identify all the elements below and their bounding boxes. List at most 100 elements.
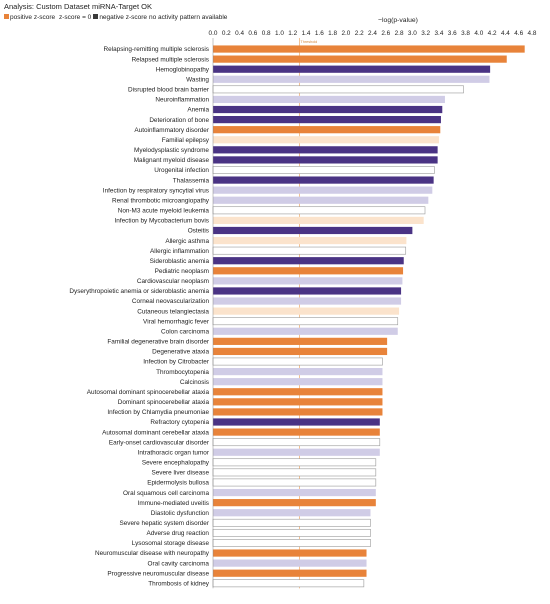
- bar: [213, 126, 441, 134]
- category-label: Cutaneous telangiectasia: [137, 308, 209, 315]
- category-label: Infection by respiratory syncytial virus: [103, 187, 209, 194]
- x-tick-label: 4.6: [514, 30, 523, 37]
- x-tick-label: 4.8: [528, 30, 537, 37]
- x-tick-label: 2.2: [355, 30, 364, 37]
- bars: [212, 38, 525, 589]
- legend-zero-label: z-score = 0: [58, 14, 92, 21]
- category-label: Non-M3 acute myeloid leukemia: [118, 208, 210, 215]
- bar: [213, 45, 525, 53]
- bar: [212, 246, 407, 255]
- bar: [213, 327, 398, 335]
- x-tick-label: 1.2: [288, 30, 297, 37]
- bar: [213, 105, 443, 114]
- category-label: Calcinosis: [180, 379, 209, 386]
- category-label: Osteitis: [188, 228, 209, 235]
- bar: [213, 136, 439, 144]
- category-label: Oral squamous cell carcinoma: [123, 490, 209, 497]
- x-tick-label: 3.8: [461, 30, 470, 37]
- bar: [212, 357, 383, 366]
- x-tick-label: 0.6: [248, 30, 257, 37]
- bar: [212, 528, 371, 537]
- category-label: Thrombocytopenia: [156, 369, 209, 376]
- bar: [213, 226, 413, 235]
- category-label: Hemoglobinopathy: [156, 66, 210, 73]
- category-label: Relapsing-remitting multiple sclerosis: [104, 46, 209, 53]
- chart-header: Analysis: Custom Dataset miRNA-Target OK…: [4, 2, 544, 22]
- x-tick-label: 1.4: [302, 30, 311, 37]
- category-label: Anemia: [187, 107, 209, 114]
- category-label: Neuroinflammation: [155, 97, 209, 104]
- category-label: Diastolic dysfunction: [151, 510, 210, 517]
- category-label: Severe hepatic system disorder: [119, 520, 209, 527]
- bar: [213, 146, 438, 154]
- bar: [213, 277, 403, 285]
- category-label: Lysosomal storage disease: [132, 540, 210, 547]
- bar: [213, 428, 380, 436]
- bar: [213, 569, 367, 577]
- x-tick-label: 3.6: [448, 30, 457, 37]
- category-label: Progressive neuromuscular disease: [107, 570, 209, 577]
- bar: [213, 408, 383, 416]
- category-label: Dominant spinocerebellar ataxia: [118, 399, 210, 406]
- x-tick-label: 4.4: [501, 30, 510, 37]
- x-tick-label: 2.4: [368, 30, 377, 37]
- x-tick-label: 1.6: [315, 30, 324, 37]
- category-label: Malignant myeloid disease: [134, 157, 210, 164]
- category-label: Cardiovascular neoplasm: [137, 278, 209, 285]
- category-label: Autoinflammatory disorder: [134, 127, 209, 134]
- x-tick-label: 4.0: [474, 30, 483, 37]
- zscore-legend: positive z-score z-score = 0 negative z-s…: [4, 13, 544, 22]
- bar: [213, 95, 445, 104]
- category-label: Adverse drug reaction: [146, 530, 209, 537]
- category-label: Allergic inflammation: [150, 248, 209, 255]
- bar: [213, 378, 383, 386]
- category-label: Intrathoracic organ tumor: [138, 449, 210, 456]
- legend-positive-label: positive z-score: [10, 14, 56, 21]
- x-tick-label: 0.2: [222, 30, 231, 37]
- x-axis-label: −log(p-value): [378, 17, 418, 24]
- category-label: Refractory cytopenia: [150, 419, 209, 426]
- x-tick-label: 1.0: [275, 30, 284, 37]
- bar: [213, 337, 388, 345]
- bar: [213, 368, 383, 376]
- bar: [213, 176, 434, 184]
- category-label: Wasting: [186, 76, 209, 83]
- category-label: Sideroblastic anemia: [150, 258, 210, 265]
- bar: [213, 267, 404, 275]
- bar: [213, 398, 383, 406]
- bar: [212, 206, 426, 215]
- bar: [213, 297, 402, 305]
- bar: [212, 458, 377, 467]
- category-label: Thrombosis of kidney: [148, 580, 210, 587]
- category-label: Allergic asthma: [165, 238, 209, 245]
- category-label: Oral cavity carcinoma: [148, 560, 210, 567]
- category-label: Infection by Mycobacterium bovis: [115, 218, 209, 225]
- category-label: Deterioration of bone: [149, 117, 209, 124]
- x-tick-label: 2.0: [341, 30, 350, 37]
- category-label: Relapsed multiple sclerosis: [132, 56, 209, 63]
- category-label: Severe liver disease: [151, 470, 209, 477]
- x-tick-label: 2.6: [381, 30, 390, 37]
- category-label: Autosomal dominant spinocerebellar ataxi…: [87, 389, 210, 396]
- category-label: Familial degenerative brain disorder: [107, 339, 209, 346]
- bar: [213, 347, 388, 356]
- category-label: Infection by Chlamydia pneumoniae: [107, 409, 209, 416]
- bar: [212, 579, 365, 588]
- bar: [213, 549, 367, 557]
- bar: [212, 438, 381, 447]
- category-label: Neuromuscular disease with neuropathy: [95, 550, 210, 557]
- bar: [213, 196, 429, 204]
- category-label: Viral hemorrhagic fever: [143, 318, 210, 325]
- bar: [212, 478, 377, 487]
- bar: [213, 156, 438, 164]
- bar: [213, 307, 400, 315]
- category-label: Myelodysplastic syndrome: [134, 147, 209, 154]
- x-tick-label: 4.2: [488, 30, 497, 37]
- category-label: Immune-mediated uveitis: [138, 500, 209, 507]
- legend-no-pattern-label: no activity pattern available: [149, 14, 228, 21]
- bar: [213, 287, 402, 295]
- bar: [213, 559, 367, 567]
- bar: [213, 236, 407, 245]
- x-tick-label: 3.4: [435, 30, 444, 37]
- bar: [213, 216, 424, 224]
